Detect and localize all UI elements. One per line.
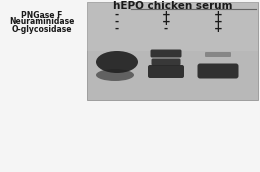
Text: O-glycosidase: O-glycosidase — [12, 24, 72, 34]
Text: +: + — [214, 17, 222, 27]
FancyBboxPatch shape — [205, 52, 231, 57]
Text: Neuraminidase: Neuraminidase — [9, 18, 75, 26]
Text: +: + — [214, 24, 222, 34]
Text: -: - — [164, 24, 168, 34]
Bar — [87, 2, 258, 51]
FancyBboxPatch shape — [151, 50, 181, 57]
Text: +: + — [162, 10, 170, 20]
FancyBboxPatch shape — [152, 58, 180, 66]
Text: hEPO chicken serum: hEPO chicken serum — [113, 1, 232, 11]
Bar — [87, 2, 258, 100]
Text: -: - — [115, 17, 119, 27]
Ellipse shape — [96, 51, 138, 73]
FancyBboxPatch shape — [148, 65, 184, 78]
FancyBboxPatch shape — [198, 63, 238, 78]
Text: +: + — [214, 10, 222, 20]
Text: -: - — [115, 24, 119, 34]
Text: +: + — [162, 17, 170, 27]
Ellipse shape — [96, 69, 134, 81]
Text: -: - — [115, 10, 119, 20]
Text: PNGase F: PNGase F — [21, 10, 63, 19]
